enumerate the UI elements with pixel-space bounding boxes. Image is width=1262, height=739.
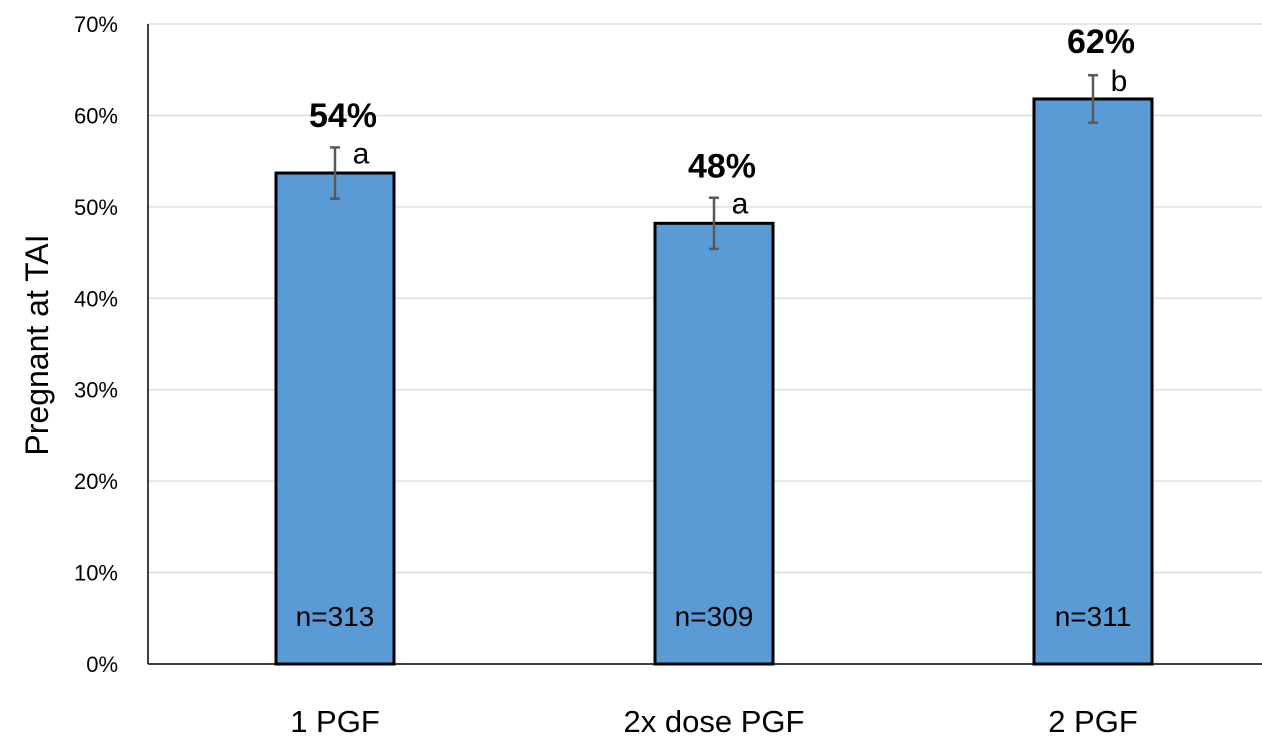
y-axis-title: Pregnant at TAI — [19, 234, 55, 455]
x-category-label: 1 PGF — [290, 704, 380, 739]
n-label: n=309 — [675, 601, 754, 632]
value-label: 48% — [688, 147, 756, 185]
axes: 0% 10% 20% 30% 40% 50% 60% 70% 1 PGF 2x dose PGF 2… — [74, 12, 1262, 739]
y-tick-label: 40% — [74, 286, 118, 311]
value-label: 54% — [309, 97, 377, 135]
significance-letter: b — [1111, 65, 1128, 98]
significance-letter: a — [353, 137, 370, 170]
bar — [1032, 97, 1154, 666]
n-label: n=313 — [296, 601, 375, 632]
y-tick-label: 30% — [74, 378, 118, 403]
y-tick-label: 70% — [74, 12, 118, 37]
bar — [653, 221, 775, 666]
x-category-label: 2x dose PGF — [624, 704, 805, 739]
n-label: n=311 — [1055, 601, 1132, 632]
value-label: 62% — [1067, 23, 1135, 61]
y-tick-label: 50% — [74, 195, 118, 220]
y-tick-label: 20% — [74, 469, 118, 494]
significance-letter: a — [732, 188, 749, 221]
y-tick-label: 0% — [86, 652, 118, 677]
bar — [274, 171, 396, 666]
y-tick-label: 60% — [74, 103, 118, 128]
x-category-label: 2 PGF — [1048, 704, 1138, 739]
y-tick-label: 10% — [74, 561, 118, 586]
